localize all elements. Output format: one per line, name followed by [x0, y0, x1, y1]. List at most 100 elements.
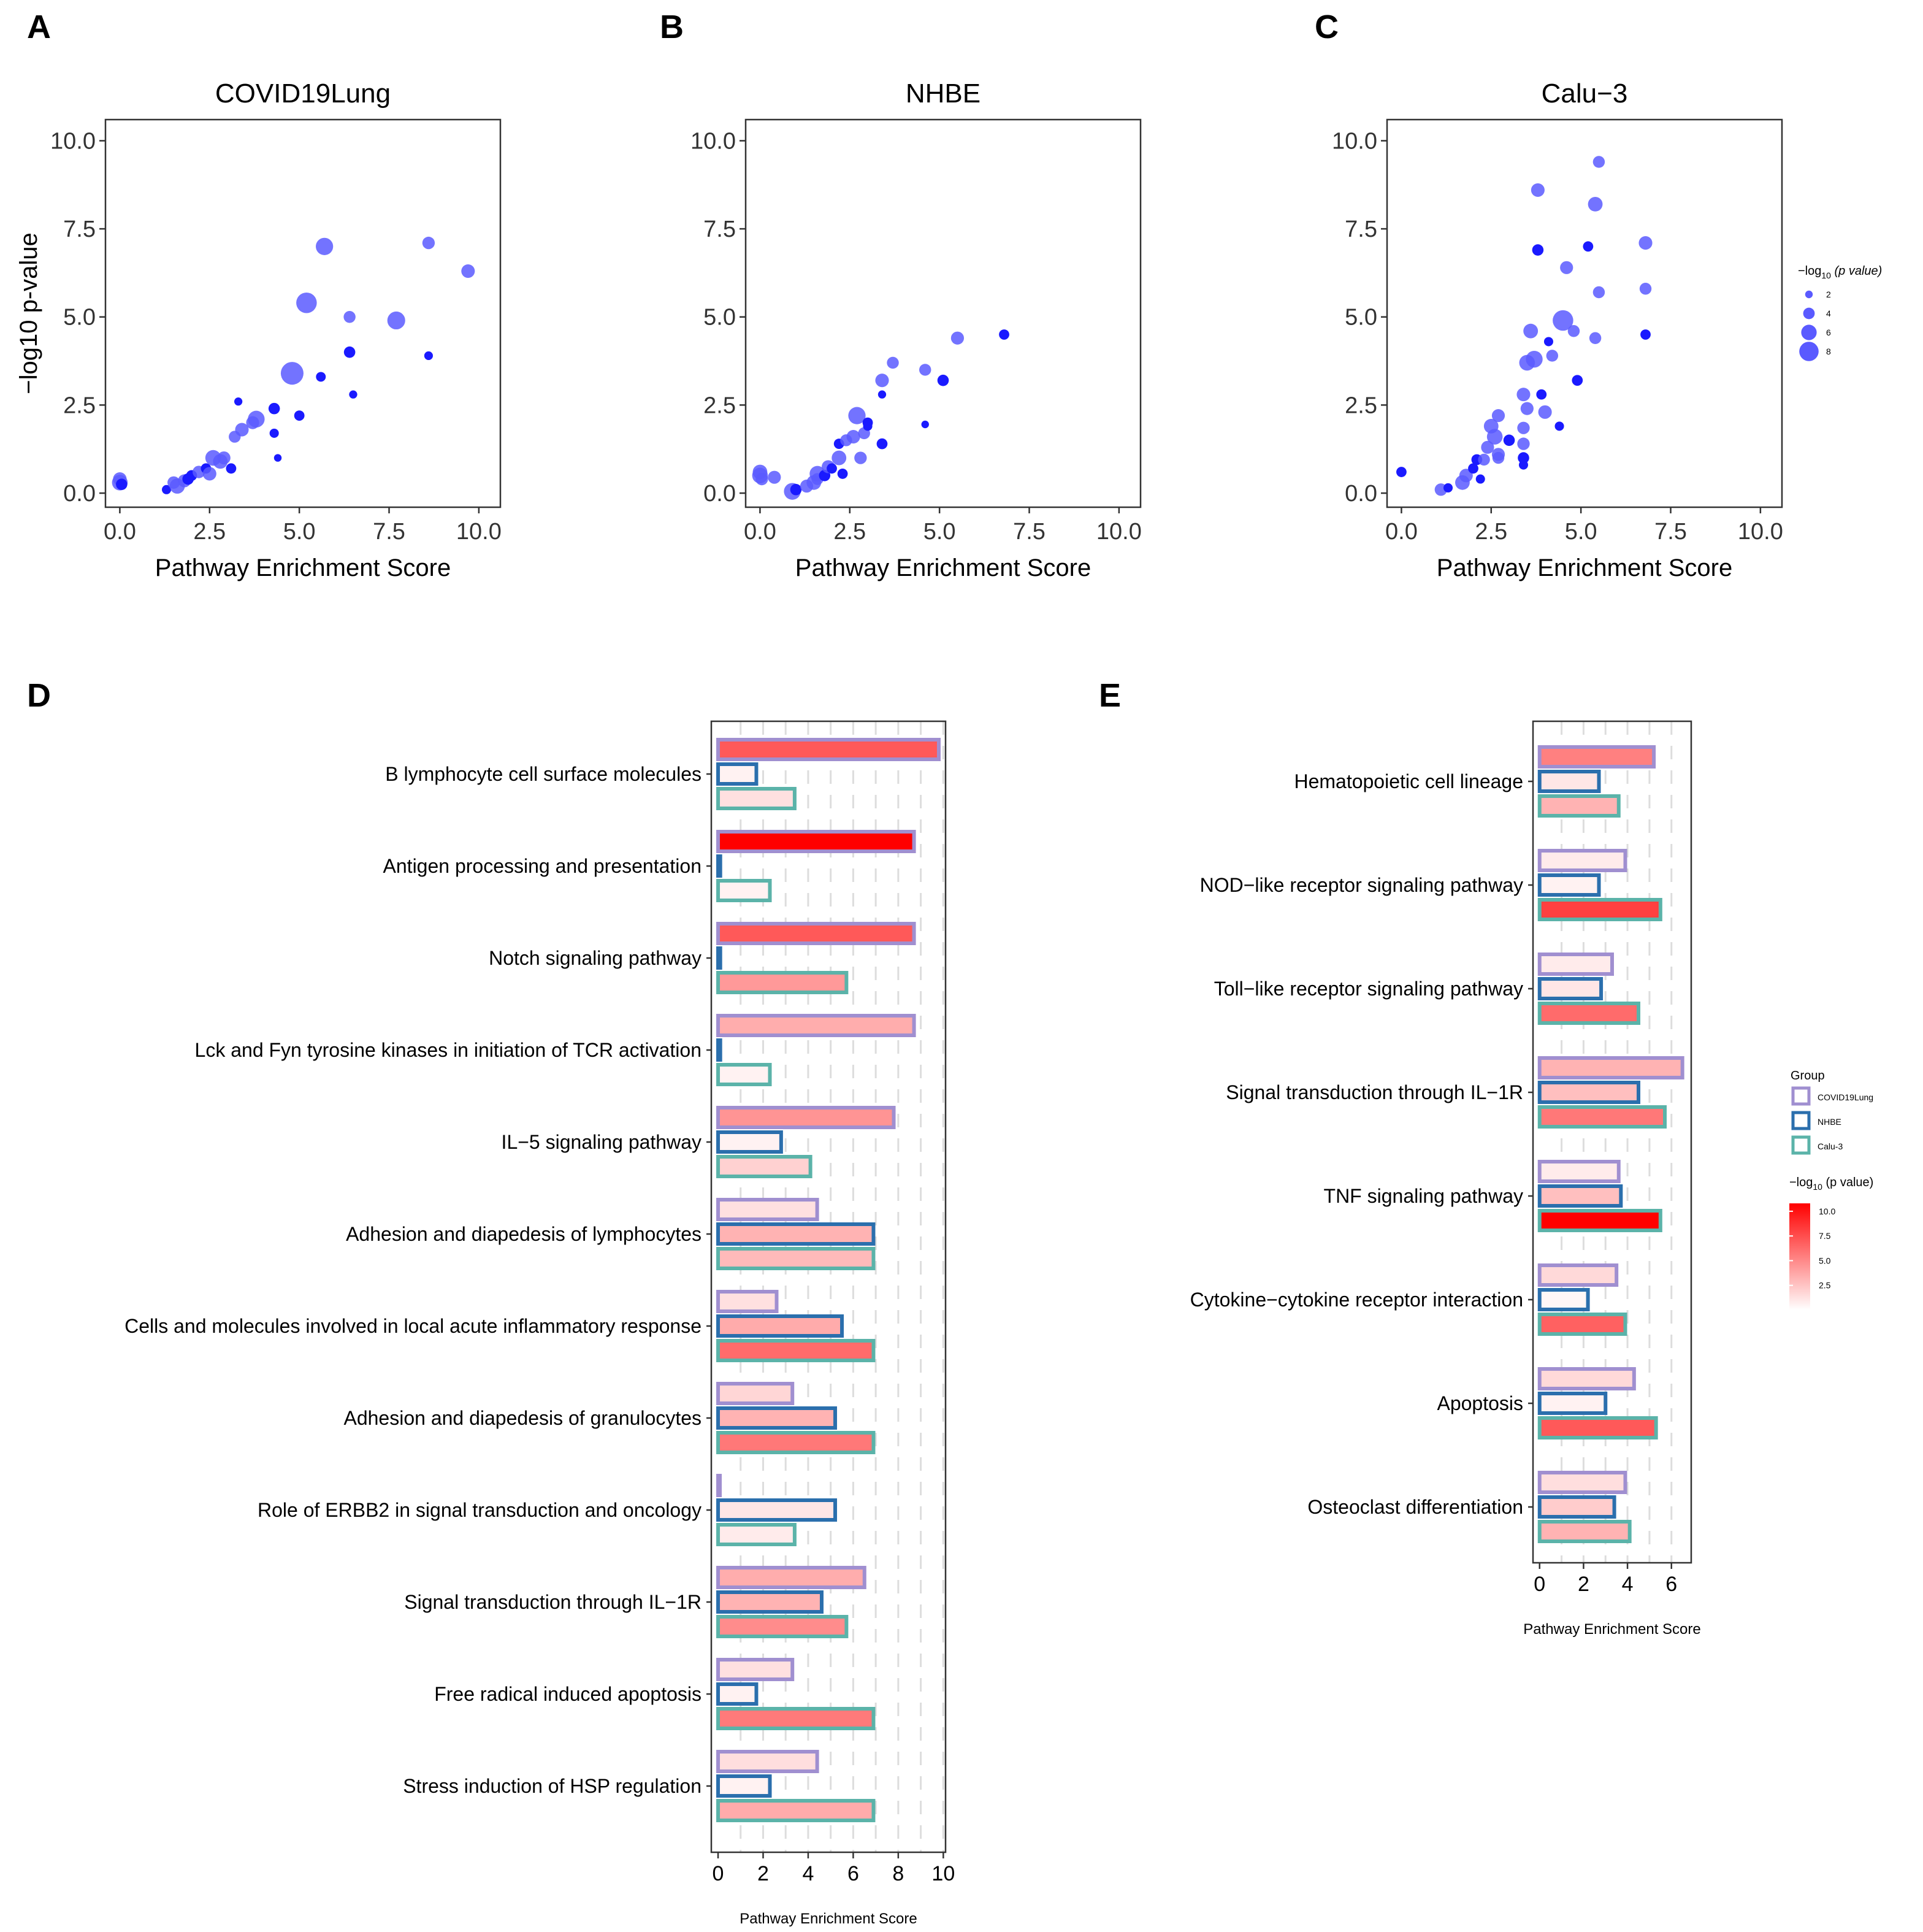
bar-calu3: [716, 1523, 797, 1546]
chart-title: Calu−3: [1542, 79, 1628, 109]
scatter-point: [1588, 196, 1603, 212]
colorbar: [1789, 1203, 1810, 1310]
x-axis-label: Pathway Enrichment Score: [740, 1911, 917, 1927]
x-tick-label: 5.0: [923, 519, 956, 545]
pvalue-size-legend: −log10 (p value) 2 4 6 8: [1798, 264, 1882, 361]
scatter-point: [755, 472, 768, 486]
scatter-point: [116, 478, 128, 490]
bar-nhbe: [716, 1682, 759, 1706]
scatter-point: [1486, 429, 1503, 445]
category-label: Signal transduction through IL−1R: [404, 1591, 702, 1613]
category-label: IL−5 signaling pathway: [502, 1131, 702, 1153]
group-legend-label: Calu-3: [1818, 1141, 1843, 1151]
scatter-point: [790, 483, 802, 496]
bar-calu3: [1537, 1105, 1667, 1129]
bar-covid19lung: [716, 1014, 916, 1037]
bar-covid19lung: [1537, 953, 1614, 976]
scatter-point: [1491, 409, 1505, 423]
scatter-point: [349, 390, 357, 399]
scatter-point: [1639, 283, 1652, 295]
y-tick-label: 5.0: [703, 305, 736, 331]
x-tick-label: 0.0: [1385, 519, 1418, 545]
x-tick-label: 8: [892, 1862, 904, 1885]
bar-calu3: [716, 1615, 849, 1638]
category-label: Notch signaling pathway: [489, 947, 702, 969]
scatter-point: [1553, 310, 1573, 331]
scatter-point: [854, 451, 867, 464]
x-tick-label: 10: [931, 1862, 955, 1885]
bar-covid19lung: [1537, 1263, 1619, 1287]
scatter-point: [387, 311, 405, 330]
x-tick-label: 2.5: [193, 519, 226, 545]
plot-frame: [1532, 720, 1692, 1564]
scatter-point: [1518, 452, 1529, 464]
x-axis-label: Pathway Enrichment Score: [1437, 554, 1732, 581]
group-legend-key: [1791, 1086, 1811, 1106]
bar-covid19lung: [716, 830, 916, 853]
panel-label-e: E: [1099, 677, 1121, 714]
scatter-point: [1536, 389, 1547, 400]
size-legend-key: [1803, 307, 1815, 320]
bar-covid19lung: [1537, 849, 1627, 872]
x-tick-label: 0: [1534, 1573, 1545, 1596]
scatter-point: [234, 397, 243, 406]
scatter-point: [202, 467, 216, 481]
category-label: Stress induction of HSP regulation: [403, 1775, 702, 1797]
bar-panel-d: B lymphocyte cell surface molecules Antig…: [124, 720, 955, 1927]
category-label: B lymphocyte cell surface molecules: [385, 763, 702, 785]
group-legend-title: Group: [1791, 1069, 1825, 1083]
scatter-point: [273, 454, 282, 462]
category-label: Cytokine−cytokine receptor interaction: [1190, 1289, 1523, 1311]
x-tick-label: 7.5: [1013, 519, 1046, 545]
category-label: Hematopoietic cell lineage: [1294, 770, 1523, 792]
size-legend-label: 6: [1826, 328, 1831, 337]
bar-calu3: [1537, 1313, 1627, 1336]
bar-nhbe: [716, 1774, 772, 1798]
scatter-point: [1481, 440, 1494, 454]
x-tick-label: 10.0: [1738, 519, 1783, 545]
scatter-point: [1640, 329, 1651, 340]
bar-covid19lung: [716, 738, 941, 761]
bar-nhbe: [1537, 1495, 1616, 1519]
scatter-point: [837, 469, 848, 479]
bar-covid19lung: [1537, 1160, 1621, 1183]
bar-nhbe: [1537, 770, 1601, 793]
scatter-point: [316, 372, 326, 382]
scatter-point: [424, 351, 433, 361]
bar-nhbe: [1537, 1288, 1590, 1311]
size-legend-title: −log10 (p value): [1798, 264, 1882, 280]
y-tick-label: 2.5: [1345, 393, 1377, 418]
x-axis-label: Pathway Enrichment Score: [1523, 1621, 1700, 1638]
category-label: Adhesion and diapedesis of lymphocytes: [346, 1223, 702, 1245]
scatter-point: [1518, 460, 1528, 470]
bar-nhbe: [1537, 1081, 1640, 1104]
x-axis-label: Pathway Enrichment Score: [795, 554, 1091, 581]
category-label: Free radical induced apoptosis: [434, 1683, 702, 1705]
bar-nhbe: [716, 1130, 783, 1154]
chart-title: COVID19Lung: [215, 79, 391, 109]
bar-covid19lung: [716, 1750, 819, 1773]
scatter-point: [877, 390, 887, 399]
scatter-point: [1560, 261, 1573, 274]
bar-calu3: [716, 787, 797, 810]
category-label: Signal transduction through IL−1R: [1226, 1081, 1523, 1103]
scatter-point: [280, 362, 304, 385]
scatter-point: [1543, 337, 1553, 347]
scatter-point: [343, 346, 356, 358]
scatter-point: [269, 428, 279, 438]
category-label: Role of ERBB2 in signal transduction and…: [258, 1499, 702, 1521]
bar-calu3: [716, 1155, 812, 1178]
color-legend-title-rest: (p value): [1822, 1176, 1873, 1189]
scatter-point: [1475, 474, 1485, 484]
bar-calu3: [1537, 794, 1621, 818]
colorbar-tick-label: 2.5: [1819, 1281, 1831, 1290]
scatter-point: [296, 293, 317, 313]
category-label: Apoptosis: [1437, 1392, 1523, 1414]
scatter-point: [1554, 421, 1564, 431]
bar-calu3: [716, 1707, 876, 1730]
color-legend-title: −log10 (p value): [1789, 1176, 1873, 1192]
bar-nhbe: [716, 1314, 844, 1338]
x-tick-label: 7.5: [1654, 519, 1687, 545]
scatter-point: [1532, 244, 1544, 256]
